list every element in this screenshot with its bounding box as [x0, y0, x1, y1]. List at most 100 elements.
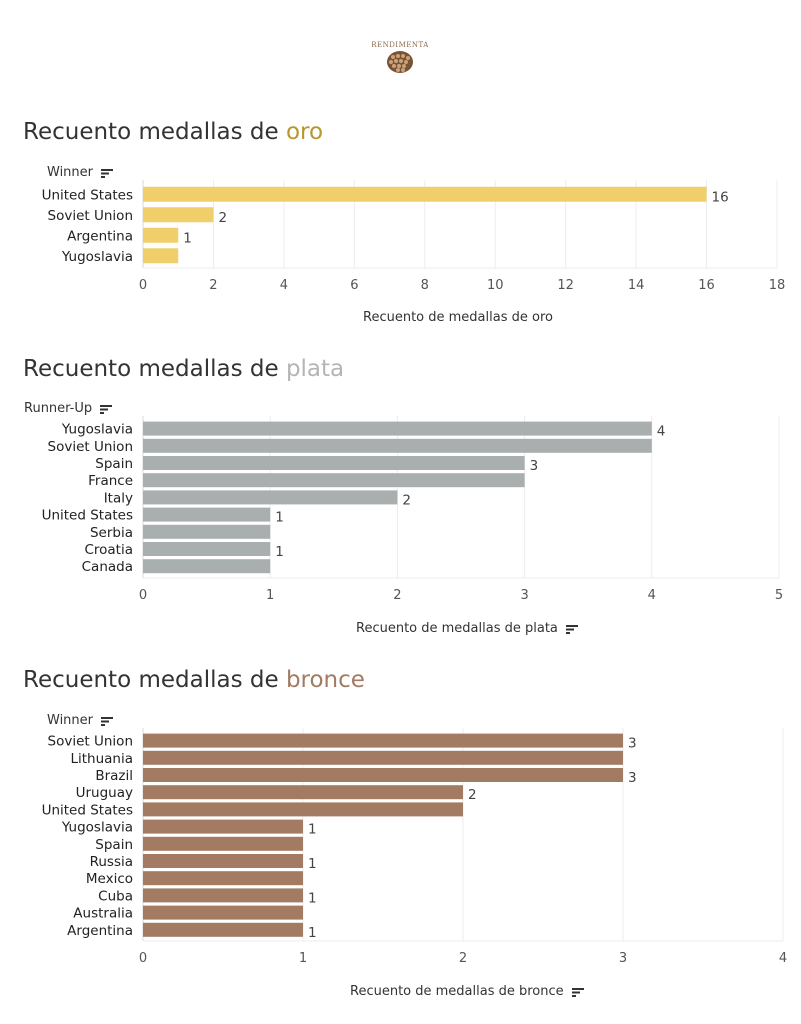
bronze-bar	[143, 905, 303, 920]
bronze-data-label: 1	[308, 890, 317, 906]
silver-bar	[143, 524, 271, 539]
gold-tick-label: 18	[769, 278, 786, 293]
bronze-bar	[143, 733, 623, 748]
bronze-bar	[143, 785, 463, 800]
bronze-category-label: Uruguay	[76, 785, 133, 801]
bronze-category-label: Lithuania	[70, 751, 133, 767]
silver-bar	[143, 507, 271, 522]
silver-bar	[143, 421, 652, 436]
silver-tick-label: 1	[266, 588, 274, 603]
bronze-category-label: Soviet Union	[48, 734, 133, 750]
bronze-category-label: Spain	[95, 837, 133, 853]
pinecone-logo-icon: RENDIMENTA	[371, 36, 429, 80]
silver-title-accent: plata	[285, 356, 345, 382]
bronze-data-label: 1	[308, 925, 317, 941]
gold-data-label: 1	[183, 230, 192, 246]
gold-tick-label: 0	[139, 278, 147, 293]
gold-bar	[143, 207, 214, 223]
gold-tick-label: 6	[350, 278, 358, 293]
gold-bar	[143, 248, 179, 264]
silver-data-label: 1	[275, 544, 284, 560]
bronze-bar	[143, 768, 623, 782]
gold-row-header-label: Winner	[47, 165, 94, 180]
bronze-data-label: 2	[468, 787, 477, 803]
bronze-data-label: 3	[628, 770, 637, 786]
silver-section-title: Recuento medallas de plata	[23, 356, 344, 382]
bronze-tick-label: 4	[779, 951, 787, 966]
bronze-bar	[143, 802, 463, 817]
silver-category-label: Croatia	[84, 542, 133, 558]
bronze-title-accent: bronce	[285, 667, 365, 693]
silver-bar	[143, 542, 271, 556]
silver-category-label: Spain	[95, 456, 133, 472]
bronze-title-prefix: Recuento medallas de	[23, 667, 286, 693]
gold-bar	[143, 186, 707, 202]
bronze-data-label: 1	[308, 856, 317, 872]
sort-icon[interactable]	[101, 168, 114, 178]
sort-icon[interactable]	[100, 404, 113, 414]
silver-bar	[143, 456, 525, 470]
silver-tick-label: 0	[139, 588, 147, 603]
sort-icon[interactable]	[101, 716, 114, 726]
bronze-tick-label: 3	[619, 951, 627, 966]
bronze-bar	[143, 888, 303, 903]
silver-tick-label: 2	[393, 588, 401, 603]
silver-category-label: Italy	[104, 490, 133, 506]
silver-bar	[143, 438, 652, 453]
silver-row-header[interactable]: Runner-Up	[24, 401, 113, 416]
bronze-tick-label: 2	[459, 951, 467, 966]
bronze-row-header[interactable]: Winner	[47, 713, 114, 728]
silver-category-label: Soviet Union	[48, 439, 133, 455]
bronze-data-label: 1	[308, 822, 317, 838]
gold-section-title: Recuento medallas de oro	[23, 119, 323, 145]
gold-category-label: Argentina	[67, 228, 133, 244]
gold-tick-label: 12	[557, 278, 574, 293]
gold-tick-label: 2	[209, 278, 217, 293]
gold-data-label: 2	[218, 210, 227, 226]
sort-icon[interactable]	[566, 624, 579, 634]
gold-tick-label: 10	[487, 278, 504, 293]
silver-bar	[143, 473, 525, 488]
bronze-bar	[143, 854, 303, 868]
bronze-axis-title: Recuento de medallas de bronce	[350, 984, 584, 999]
gold-category-label: Soviet Union	[48, 208, 133, 224]
silver-category-label: France	[88, 473, 133, 489]
bronze-bar	[143, 819, 303, 834]
gold-tick-label: 16	[698, 278, 715, 293]
silver-category-label: Canada	[82, 559, 133, 575]
sort-icon[interactable]	[571, 987, 584, 997]
bronze-data-label: 3	[628, 736, 637, 752]
silver-category-label: United States	[42, 508, 133, 524]
bronze-category-label: Yugoslavia	[61, 820, 133, 836]
bronze-tick-label: 1	[299, 951, 307, 966]
gold-axis-title: Recuento de medallas de oro	[363, 310, 553, 325]
silver-tick-label: 5	[775, 588, 783, 603]
bronze-bar	[143, 750, 623, 765]
bronze-category-label: Mexico	[86, 871, 133, 887]
bronze-category-label: Cuba	[98, 888, 133, 904]
silver-category-label: Yugoslavia	[61, 422, 133, 438]
bronze-category-label: United States	[42, 802, 133, 818]
silver-axis-title-label: Recuento de medallas de plata	[356, 621, 558, 636]
gold-tick-label: 4	[280, 278, 288, 293]
silver-axis-title: Recuento de medallas de plata	[356, 621, 579, 636]
silver-title-prefix: Recuento medallas de	[23, 356, 286, 382]
gold-row-header[interactable]: Winner	[47, 165, 114, 180]
bronze-category-label: Australia	[73, 906, 133, 922]
silver-data-label: 4	[657, 424, 666, 440]
gold-tick-label: 8	[421, 278, 429, 293]
silver-tick-label: 3	[520, 588, 528, 603]
silver-bar	[143, 559, 271, 574]
gold-chart: United States 16 Soviet Union 2 Argentina 1 Yu…	[42, 180, 786, 293]
gold-category-label: United States	[42, 187, 133, 203]
bronze-category-label: Brazil	[95, 768, 133, 784]
silver-data-label: 3	[530, 458, 539, 474]
silver-data-label: 2	[402, 492, 411, 508]
gold-title-accent: oro	[285, 119, 324, 145]
bronze-category-label: Argentina	[67, 923, 133, 939]
bronze-row-header-label: Winner	[47, 713, 94, 728]
bronze-axis-title-label: Recuento de medallas de bronce	[350, 984, 564, 999]
